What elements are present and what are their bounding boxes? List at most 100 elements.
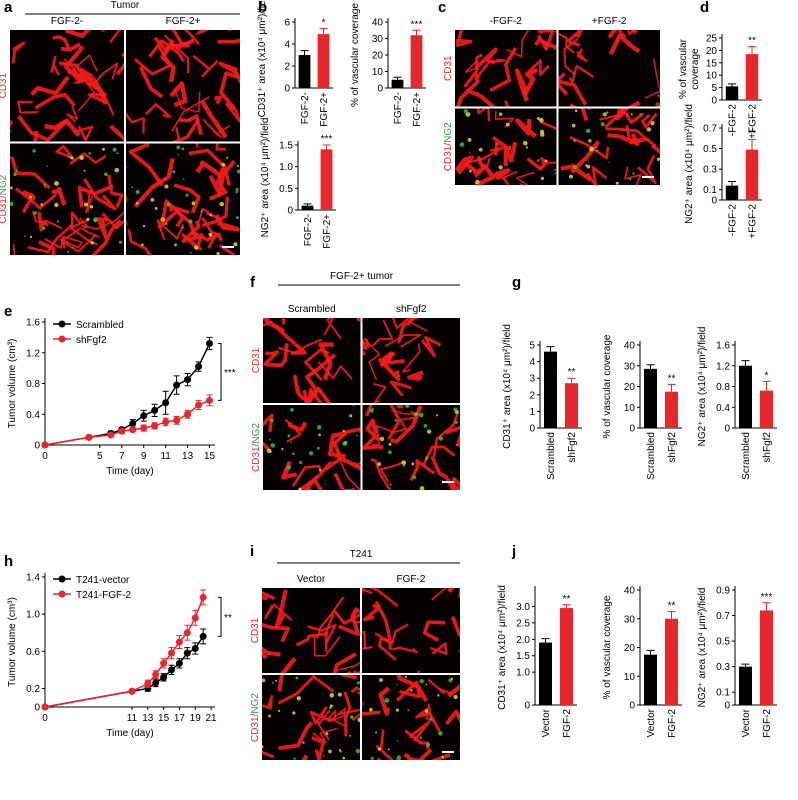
pericyte <box>56 220 60 223</box>
vessel <box>52 35 71 50</box>
bar <box>745 149 759 200</box>
vessel <box>306 486 313 490</box>
pericyte <box>286 465 291 470</box>
vessel <box>316 709 331 741</box>
pericyte <box>181 147 185 151</box>
vessel <box>457 713 460 721</box>
pericyte <box>394 419 398 422</box>
x-tick-label: Scrambled <box>546 432 557 480</box>
pericyte <box>469 151 471 153</box>
vessel <box>69 152 107 165</box>
vessel <box>107 174 124 208</box>
vessel <box>179 114 203 136</box>
pericyte <box>356 434 358 437</box>
vessel <box>133 157 175 208</box>
pericyte <box>585 128 591 134</box>
x-tick-label: -FGF-2 <box>728 204 739 237</box>
y-tick-label: 30 <box>624 361 636 372</box>
pericyte <box>475 179 480 185</box>
vessel <box>494 110 515 128</box>
vessels <box>263 318 361 403</box>
vessel <box>506 30 530 58</box>
vessels <box>558 30 660 107</box>
vessel <box>44 118 81 137</box>
pericyte <box>349 414 353 418</box>
vessel <box>515 171 535 185</box>
vessel <box>475 58 506 80</box>
vessel <box>396 675 428 703</box>
vessel <box>495 170 518 185</box>
pericyte <box>177 153 179 156</box>
vessel <box>455 30 473 47</box>
bar <box>759 390 774 428</box>
point <box>199 632 207 640</box>
pericyte <box>329 704 333 708</box>
y-tick-label: 20 <box>372 51 384 62</box>
y-axis-label: % of vascular coverage <box>602 334 613 438</box>
pericyte <box>317 446 320 450</box>
vessel <box>218 61 240 85</box>
pericyte <box>135 189 140 194</box>
pericyte <box>413 412 417 417</box>
vessel <box>30 75 70 96</box>
micrograph <box>10 143 124 255</box>
micrograph-bg <box>262 588 360 673</box>
x-tick-label: 11 <box>127 713 138 724</box>
pericyte <box>410 689 413 692</box>
pericyte <box>160 217 165 222</box>
y-tick-label: 30 <box>624 614 636 625</box>
vessel <box>128 143 164 187</box>
x-tick-label: 0 <box>42 713 48 724</box>
y-tick-label: 0 <box>529 424 535 435</box>
error-bar <box>412 29 421 36</box>
vessel <box>560 163 592 182</box>
vessel <box>199 99 227 138</box>
vessel <box>14 187 57 210</box>
pericyte <box>459 142 465 147</box>
bar <box>391 79 404 88</box>
vessel <box>11 41 25 64</box>
bar <box>759 610 774 705</box>
bar <box>320 149 333 210</box>
significance: * <box>765 370 769 381</box>
pericyte <box>437 694 440 697</box>
vessel <box>295 631 329 647</box>
vessel <box>387 405 401 440</box>
vessel <box>278 338 323 354</box>
vessel <box>175 30 200 51</box>
bar <box>543 351 558 428</box>
pericyte <box>588 139 592 143</box>
point <box>184 376 192 384</box>
point <box>183 649 191 657</box>
pericyte <box>404 675 408 678</box>
point <box>151 422 159 430</box>
pericyte <box>436 414 439 417</box>
error-bar <box>300 50 309 55</box>
x-tick-label: +FGF-2 <box>748 204 759 239</box>
pericyte <box>342 441 348 447</box>
vessel <box>219 71 240 110</box>
pericyte <box>438 436 444 441</box>
point <box>206 340 214 348</box>
bar <box>317 34 330 88</box>
vessel <box>362 603 380 622</box>
row-label: CD31/NG2 <box>250 693 261 742</box>
vessel <box>31 211 63 230</box>
y-tick-label: 0.2 <box>26 684 40 695</box>
significance: ** <box>224 613 232 624</box>
x-tick-label: 11 <box>160 451 171 462</box>
vessel <box>515 118 537 138</box>
pericyte <box>24 235 26 237</box>
pericyte <box>324 483 326 485</box>
vessel <box>362 631 367 649</box>
row-label-part: NG2 <box>250 693 261 714</box>
y-axis-label-line: % of vascular <box>678 38 689 99</box>
vessel <box>464 59 479 73</box>
pericyte <box>425 456 429 460</box>
pericyte <box>32 149 36 153</box>
vessel <box>63 58 96 112</box>
vessel <box>126 195 128 201</box>
row-label-part: CD31/ <box>251 443 262 472</box>
x-tick-label: Scrambled <box>646 432 657 480</box>
error-bar <box>646 364 655 369</box>
